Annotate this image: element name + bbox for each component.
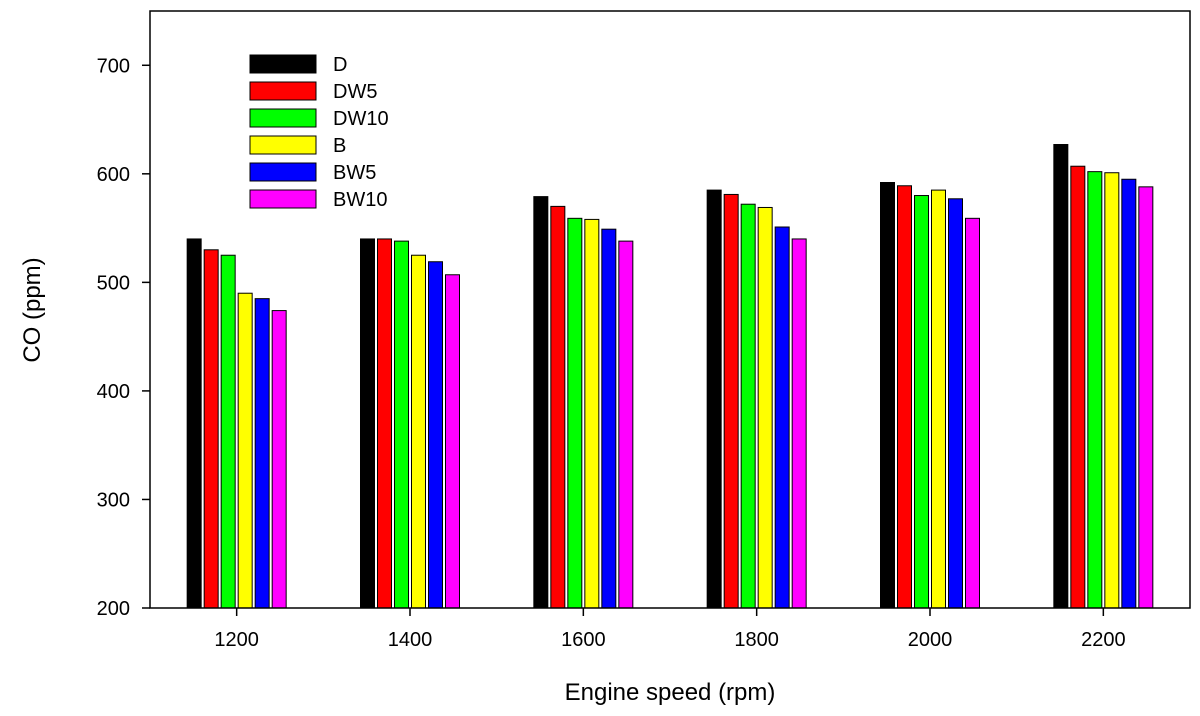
plot-frame [149, 10, 1191, 609]
y-tick-label: 400 [97, 381, 130, 403]
x-axis-ticks: 1200 1400 1600 1800 2000 2200 [214, 608, 1126, 651]
legend-swatch-bw5 [249, 162, 317, 182]
bar-bw5-1400 [428, 261, 443, 609]
legend-label-b: B [333, 135, 346, 157]
legend-swatch-dw5 [249, 81, 317, 101]
y-axis-ticks: 200 300 400 500 600 700 [97, 55, 150, 620]
bar-dw5-1200 [203, 249, 219, 609]
bar-dw5-1600 [550, 205, 566, 609]
bar-b-2200 [1104, 172, 1120, 609]
bar-bw10-1600 [618, 240, 634, 609]
bar-dw10-1600 [567, 217, 583, 609]
legend-label-bw10: BW10 [333, 189, 387, 211]
axes [149, 10, 1191, 609]
bar-bw10-2000 [965, 217, 980, 609]
bar-bw5-1600 [601, 228, 617, 609]
legend-label-d: D [333, 54, 347, 76]
bar-d-1200 [186, 238, 202, 609]
legend-label-bw5: BW5 [333, 162, 376, 184]
bar-d-2200 [1053, 144, 1069, 609]
bar-dw5-2200 [1070, 165, 1086, 609]
bars-layer [186, 144, 1154, 609]
x-tick-label: 1600 [561, 629, 606, 651]
bar-b-1600 [584, 218, 600, 609]
x-axis-title: Engine speed (rpm) [565, 679, 776, 706]
bar-dw10-1200 [220, 254, 236, 609]
y-axis-title: CO (ppm) [19, 257, 46, 362]
y-tick-label: 300 [97, 489, 130, 511]
bar-dw10-2200 [1087, 171, 1103, 609]
x-tick-label: 1400 [388, 629, 433, 651]
bar-dw5-1400 [377, 238, 392, 609]
bar-bw10-1200 [271, 310, 287, 609]
bar-bw10-2200 [1138, 186, 1154, 609]
legend-swatch-d [249, 54, 317, 74]
bar-dw10-2000 [914, 195, 929, 609]
x-tick-label: 2200 [1081, 629, 1126, 651]
bar-bw10-1400 [445, 274, 460, 609]
bar-bw10-1800 [791, 238, 807, 609]
legend-label-dw5: DW5 [333, 81, 377, 103]
bar-dw5-1800 [723, 193, 739, 609]
legend: D DW5 DW10 B BW5 BW10 [249, 54, 389, 211]
bar-d-2000 [880, 182, 895, 609]
x-tick-label: 2000 [908, 629, 953, 651]
bar-b-2000 [931, 189, 946, 609]
bar-bw5-1800 [774, 226, 790, 609]
legend-label-dw10: DW10 [333, 108, 389, 130]
bar-b-1200 [237, 292, 253, 609]
bar-dw10-1400 [394, 240, 409, 609]
x-tick-label: 1800 [734, 629, 779, 651]
legend-swatch-dw10 [249, 108, 317, 128]
y-tick-label: 500 [97, 272, 130, 294]
x-tick-label: 1200 [214, 629, 259, 651]
bar-dw10-1800 [740, 203, 756, 609]
bar-d-1400 [360, 238, 375, 609]
bar-bw5-2200 [1121, 178, 1137, 609]
bar-d-1600 [533, 196, 549, 609]
bar-b-1400 [411, 254, 426, 609]
bar-bw5-2000 [948, 198, 963, 609]
y-tick-label: 700 [97, 55, 130, 77]
bar-b-1800 [757, 206, 773, 609]
bar-dw5-2000 [897, 185, 912, 609]
bar-d-1800 [706, 189, 722, 609]
legend-swatch-b [249, 135, 317, 155]
y-tick-label: 600 [97, 164, 130, 186]
y-tick-label: 200 [97, 598, 130, 620]
legend-swatch-bw10 [249, 189, 317, 209]
bar-bw5-1200 [254, 298, 270, 609]
